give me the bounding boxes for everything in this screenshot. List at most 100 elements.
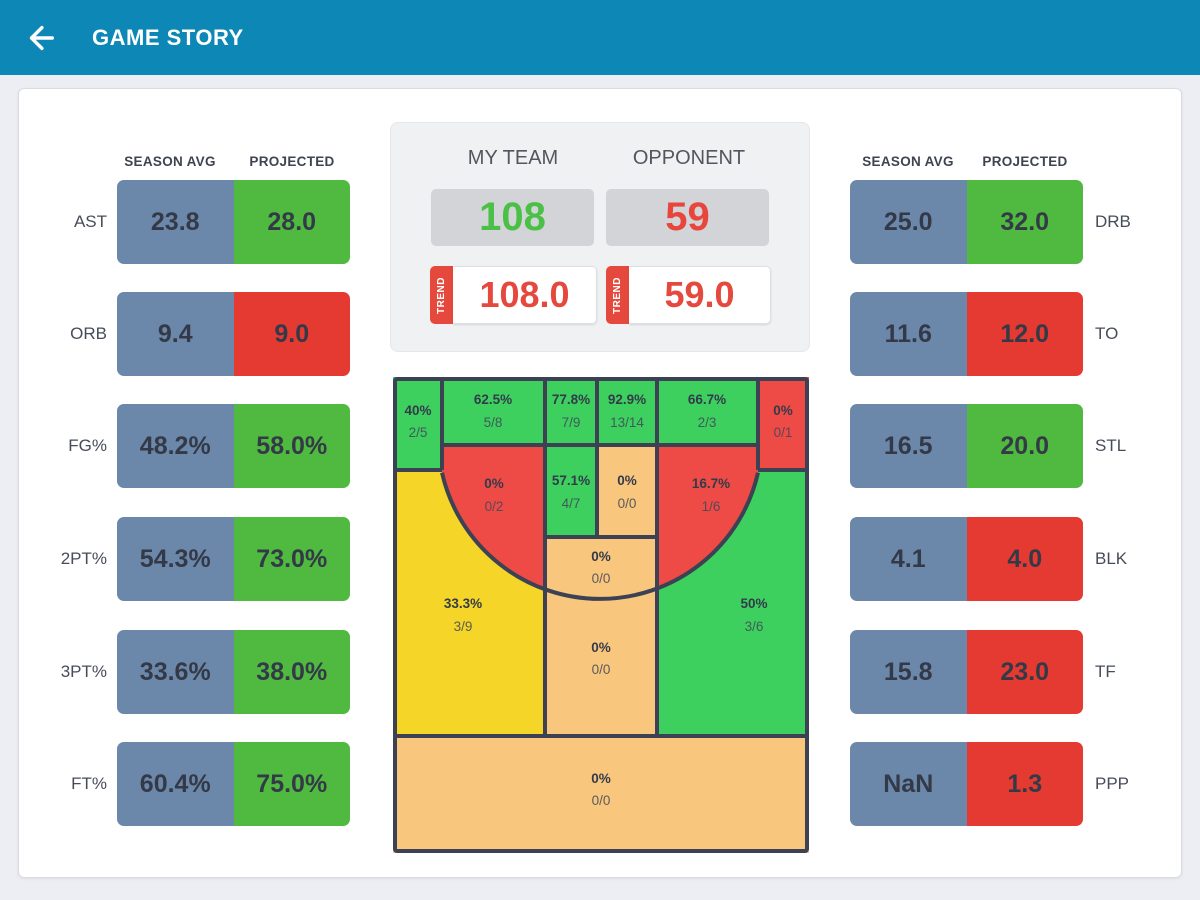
stat-label: 2PT% [60,549,107,568]
opponent-trend-value: 59.0 [629,266,771,324]
zone-frac: 0/0 [592,662,611,677]
stat-label: TF [1095,662,1116,681]
trend-tab: TREND [606,266,629,324]
stat-row-orb: ORB 9.4 9.0 [7,292,350,376]
season-avg-value: 15.8 [850,630,967,714]
zone-frac: 2/3 [698,415,717,430]
season-avg-value: 48.2% [117,404,234,488]
season-avg-value: 25.0 [850,180,967,264]
zone-key-upper-right [597,445,657,537]
zone-horizontal-lines [393,443,809,738]
opponent-label: OPPONENT [632,147,746,169]
zone-pct: 66.7% [688,392,726,407]
zone-mid-right [657,445,758,589]
zone-frac: 3/9 [454,619,473,634]
trend-tab-label: TREND [612,276,624,314]
zone-baseline-right [657,377,758,445]
zone-pct: 0% [773,403,793,418]
stat-bar: 25.0 32.0 [850,180,1083,264]
projected-value: 20.0 [966,404,1083,488]
projected-value: 38.0% [233,630,350,714]
stat-row-blk: 4.1 4.0 BLK [850,517,1195,601]
stat-label: FT% [71,774,107,793]
zone-baseline-left [442,377,545,445]
my-team-trend-value: 108.0 [453,266,597,324]
scoreboard-panel: MY TEAM OPPONENT 108 59 TREND 108.0 TREN… [390,122,810,352]
zone-backcourt [393,736,809,853]
stat-label: BLK [1095,549,1128,568]
three-point-arc [440,472,760,601]
projected-value: 73.0% [233,517,350,601]
trend-tab: TREND [430,266,453,324]
season-avg-value: 33.6% [117,630,234,714]
projected-value: 32.0 [966,180,1083,264]
zone-frac: 0/2 [485,499,504,514]
court-outline [393,377,809,853]
stat-label: DRB [1095,212,1131,231]
zone-pct: 57.1% [552,473,590,488]
right-col-header-projected: PROJECTED [982,154,1068,169]
zone-frac: 2/5 [409,425,428,440]
opponent-score: 59 [606,189,769,246]
season-avg-value: 16.5 [850,404,967,488]
back-button[interactable] [20,18,60,58]
stat-row-drb: 25.0 32.0 DRB [850,180,1195,264]
stat-row-to: 11.6 12.0 TO [850,292,1195,376]
stat-label: 3PT% [60,662,107,681]
left-col-header-season-avg: SEASON AVG [124,154,216,169]
season-avg-value: 60.4% [117,742,234,826]
stat-bar: 48.2% 58.0% [117,404,350,488]
projected-value: 58.0% [233,404,350,488]
zone-frac: 3/6 [745,619,764,634]
my-team-trend: TREND 108.0 [430,266,597,324]
stat-row-stl: 16.5 20.0 STL [850,404,1195,488]
app-header: GAME STORY [0,0,1200,75]
projected-value: 1.3 [966,742,1083,826]
zone-pct: 92.9% [608,392,646,407]
zone-pct: 0% [591,640,611,655]
right-col-header-season-avg: SEASON AVG [862,154,954,169]
zone-pct: 33.3% [444,596,482,611]
stat-label: TO [1095,324,1119,343]
stat-bar: 33.6% 38.0% [117,630,350,714]
stat-bar: 60.4% 75.0% [117,742,350,826]
zone-frac: 13/14 [610,415,644,430]
stat-bar: 16.5 20.0 [850,404,1083,488]
zone-mid-left [442,445,545,590]
zone-pct: 16.7% [692,476,730,491]
stat-bar: 15.8 23.0 [850,630,1083,714]
zone-frac: 0/1 [774,425,793,440]
zone-frac: 0/0 [592,793,611,808]
page-title: GAME STORY [92,24,244,50]
stat-bar: 11.6 12.0 [850,292,1083,376]
stat-row-ppp: NaN 1.3 PPP [850,742,1195,826]
season-avg-value: 9.4 [117,292,234,376]
zone-pct: 0% [617,473,637,488]
zone-vertical-lines [440,377,760,736]
back-arrow-icon [29,25,54,50]
court-lines [393,377,809,853]
zone-frac: 0/0 [618,496,637,511]
zone-rim-left [545,377,597,445]
stat-row-2pt: 2PT% 54.3% 73.0% [7,517,350,601]
stat-label: PPP [1095,774,1130,793]
season-avg-value: 23.8 [117,180,234,264]
projected-value: 4.0 [966,517,1083,601]
projected-value: 23.0 [966,630,1083,714]
zone-pct: 62.5% [474,392,512,407]
projected-value: 28.0 [233,180,350,264]
stat-bar: 4.1 4.0 [850,517,1083,601]
season-avg-value: 54.3% [117,517,234,601]
projected-value: 75.0% [233,742,350,826]
stat-row-tf: 15.8 23.0 TF [850,630,1195,714]
stat-label: FG% [68,436,107,455]
stat-row-ast: AST 23.8 28.0 [7,180,350,264]
zone-pct: 0% [591,771,611,786]
projected-value: 12.0 [966,292,1083,376]
stat-label: ORB [70,324,107,343]
zone-pct: 50% [740,596,767,611]
zone-frac: 5/8 [484,415,503,430]
stat-row-3pt: 3PT% 33.6% 38.0% [7,630,350,714]
opponent-trend: TREND 59.0 [606,266,771,324]
season-avg-value: 4.1 [850,517,967,601]
